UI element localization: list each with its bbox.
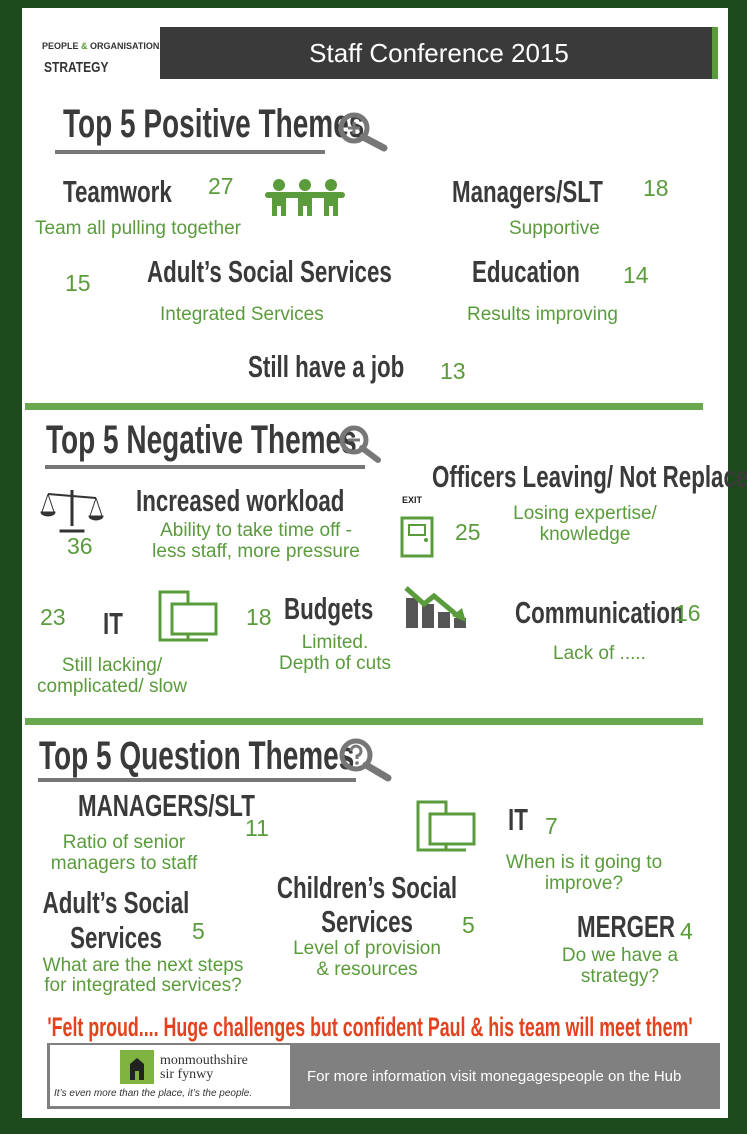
exit-label: EXIT: [402, 495, 423, 505]
count: 23: [40, 604, 66, 630]
theme: Adult’s Social: [42, 885, 190, 920]
detail: Supportive: [509, 218, 600, 239]
detail: knowledge: [539, 524, 631, 545]
count: 14: [623, 262, 649, 288]
computer-icon: [158, 590, 218, 642]
detail: Integrated Services: [160, 304, 324, 325]
brand: sir fynwy: [160, 1067, 214, 1082]
count: 25: [455, 519, 481, 545]
title-bar: [160, 27, 718, 79]
count: 18: [643, 175, 669, 201]
count: 18: [246, 604, 272, 630]
detail: Limited.: [301, 632, 369, 653]
underline: [45, 465, 365, 469]
magnifier-minus-icon: [339, 425, 381, 463]
footer-info: For more information visit monegagespeop…: [307, 1068, 682, 1085]
detail: Depth of cuts: [279, 653, 391, 674]
logo-icon: [120, 1050, 154, 1084]
count: 11: [245, 815, 269, 841]
theme: IT: [508, 802, 528, 837]
detail: & resources: [316, 959, 418, 980]
detail: Team all pulling together: [35, 218, 241, 239]
underline: [38, 778, 356, 782]
theme: Children’s Social: [276, 870, 458, 905]
count: 15: [65, 270, 91, 296]
theme: Officers Leaving/ Not Replaced: [432, 459, 747, 494]
theme: Services: [70, 920, 162, 955]
detail: Do we have a: [561, 945, 679, 966]
org-name: PEOPLE & ORGANISATIONAL: [42, 42, 171, 51]
scales-icon: [40, 490, 104, 533]
quote: 'Felt proud.... Huge challenges but conf…: [47, 1012, 693, 1042]
tagline: It’s even more than the place, it’s the …: [54, 1088, 253, 1099]
computer-icon: [416, 800, 476, 852]
detail: Ability to take time off -: [160, 520, 352, 541]
count: 7: [545, 813, 558, 839]
theme: Increased workload: [136, 483, 345, 518]
theme: Communication: [515, 595, 684, 630]
org-strategy: STRATEGY: [44, 59, 109, 76]
detail: Ratio of senior: [62, 832, 186, 853]
detail: Still lacking/: [61, 655, 163, 676]
section-title: Top 5 Question Themes: [39, 734, 355, 778]
detail: What are the next steps: [42, 955, 244, 976]
theme: Still have a job: [248, 349, 405, 384]
detail: Lack of .....: [553, 643, 646, 664]
detail: complicated/ slow: [37, 676, 187, 697]
separator: [25, 718, 703, 725]
page-title: Staff Conference 2015: [309, 38, 569, 68]
theme: IT: [103, 606, 123, 641]
detail: managers to staff: [50, 853, 198, 874]
detail: Level of provision: [293, 938, 441, 959]
magnifier-question-icon: [339, 738, 392, 782]
theme: Managers/SLT: [452, 174, 603, 209]
count: 4: [680, 918, 693, 944]
org-amp: &: [81, 41, 88, 51]
detail: Losing expertise/: [513, 503, 657, 524]
count: 5: [192, 918, 205, 944]
section-title: Top 5 Positive Themes: [63, 102, 365, 146]
detail: Results improving: [467, 304, 618, 325]
section-title: Top 5 Negative Themes: [46, 418, 357, 462]
team-icon: [265, 179, 345, 216]
underline: [55, 150, 325, 154]
theme: MANAGERS/SLT: [78, 788, 255, 823]
count: 27: [208, 173, 234, 199]
count: 13: [440, 358, 466, 384]
count: 36: [67, 533, 93, 559]
separator: [25, 403, 703, 410]
theme: Services: [321, 904, 413, 939]
theme: Adult’s Social Services: [147, 254, 392, 289]
declining-chart-icon: [404, 586, 466, 628]
magnifier-plus-icon: [338, 112, 388, 152]
org-word: PEOPLE: [42, 41, 79, 51]
org-word: ORGANISATIONAL: [90, 41, 172, 51]
detail: less staff, more pressure: [152, 541, 360, 562]
count: 16: [675, 600, 701, 626]
logo-panel: [50, 1045, 290, 1106]
detail: for integrated services?: [44, 975, 242, 996]
detail: strategy?: [580, 966, 660, 987]
count: 5: [462, 912, 475, 938]
exit-door-icon: [400, 516, 434, 558]
theme: MERGER: [577, 909, 675, 944]
theme: Teamwork: [63, 174, 172, 209]
panel: [22, 8, 728, 1118]
theme: Budgets: [284, 591, 374, 626]
brand: monmouthshire: [160, 1053, 248, 1068]
detail: When is it going to: [505, 852, 663, 873]
theme: Education: [472, 254, 580, 289]
detail: improve?: [544, 873, 624, 894]
